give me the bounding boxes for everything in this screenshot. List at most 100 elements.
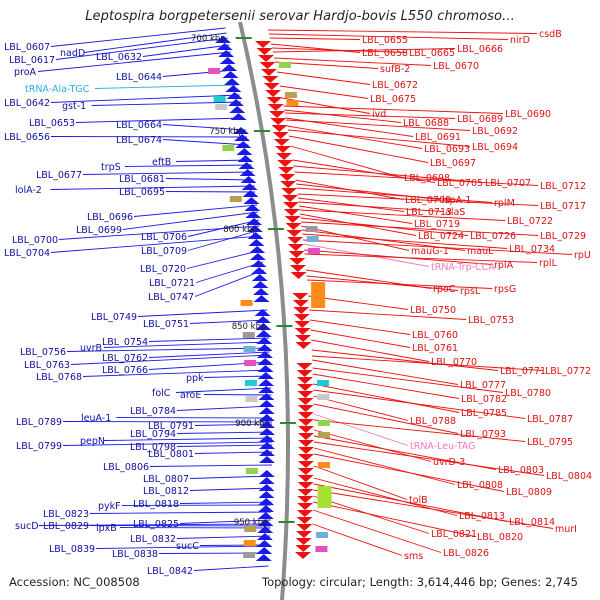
- reverse-gene-arrow: [258, 55, 275, 62]
- forward-gene-arrow: [259, 435, 276, 442]
- gene-label-left: tRNA-Ala-TGC: [25, 84, 90, 95]
- gene-label-left: LBL_0754: [102, 337, 148, 348]
- leader-line: [186, 249, 263, 269]
- reverse-gene-arrow: [292, 300, 309, 307]
- reverse-gene-arrow: [287, 244, 304, 251]
- forward-gene-arrow: [251, 274, 268, 281]
- map-title: Leptospira borgpetersenii serovar Hardjo…: [85, 9, 515, 24]
- gene-label-left: gst-1: [62, 101, 86, 112]
- reverse-gene-arrow: [256, 48, 273, 55]
- leader-line: [303, 243, 430, 267]
- gene-label-right: LBL_0760: [412, 330, 458, 341]
- gene-label-right: LBL_0675: [370, 94, 416, 105]
- feature-block: [317, 462, 330, 468]
- gene-label-left: LBL_0798: [130, 442, 176, 453]
- reverse-gene-arrow: [272, 132, 289, 139]
- gene-label-right: LBL_0697: [430, 158, 476, 169]
- leader-line: [290, 145, 403, 178]
- gene-label-left: LBL_0812: [143, 486, 189, 497]
- gene-label-right: LBL_0753: [468, 315, 514, 326]
- feature-block: [317, 486, 332, 508]
- leader-line: [311, 349, 499, 371]
- reverse-gene-arrow: [277, 160, 294, 167]
- forward-gene-arrow: [254, 316, 271, 323]
- leader-line: [313, 413, 409, 446]
- reverse-gene-arrow: [268, 111, 285, 118]
- forward-gene-arrow: [259, 442, 276, 449]
- leader-line: [179, 501, 272, 504]
- forward-gene-arrow: [256, 547, 273, 554]
- gene-label-right: LBL_0665: [409, 48, 455, 59]
- gene-label-left: trpS: [101, 162, 121, 173]
- leader-line: [175, 387, 272, 393]
- gene-label-left: LBL_0838: [112, 549, 158, 560]
- leader-line: [189, 475, 272, 479]
- kbp-tick-label: 750 kbp: [209, 127, 244, 137]
- leader-line: [50, 235, 261, 253]
- gene-label-left: LBL_0825: [133, 519, 179, 530]
- leader-line: [162, 139, 249, 146]
- gene-label-right: LBL_0691: [415, 132, 461, 143]
- leader-line: [66, 347, 270, 352]
- reverse-gene-arrow: [295, 342, 312, 349]
- reverse-gene-arrow: [295, 545, 312, 552]
- leader-line: [313, 453, 505, 492]
- gene-label-right: LBL_0722: [507, 216, 553, 227]
- gene-label-left: LBL_0799: [16, 441, 62, 452]
- kbp-tick-label: 700 kbp: [191, 34, 226, 44]
- gene-label-right: LBL_0713: [406, 207, 452, 218]
- right-labels: csdB nirD LBL_0655 LBL_0658 LBL_0665 LBL_0666…: [362, 29, 592, 562]
- feature-block: [284, 92, 297, 98]
- gene-label-left: LBL_0696: [87, 212, 133, 223]
- gene-label-left: sucD: [15, 521, 39, 532]
- leader-line: [194, 451, 273, 454]
- gene-label-right: LBL_0666: [457, 44, 503, 55]
- forward-gene-arrow: [258, 407, 275, 414]
- forward-gene-arrow: [250, 260, 267, 267]
- leader-line: [162, 69, 235, 77]
- gene-label-right: LBL_0750: [410, 305, 456, 316]
- forward-gene-arrow: [258, 414, 275, 421]
- feature-block: [243, 540, 256, 546]
- forward-gene-arrow: [256, 344, 273, 351]
- forward-gene-arrow: [249, 246, 266, 253]
- gene-label-left: LBL_0784: [130, 406, 176, 417]
- leader-line: [194, 423, 272, 426]
- leader-line: [286, 119, 471, 131]
- reverse-gene-arrow: [296, 363, 313, 370]
- gene-label-left: LBL_0829: [43, 521, 89, 532]
- reverse-gene-arrow: [278, 167, 295, 174]
- gene-label-left: LBL_0832: [130, 534, 176, 545]
- leader-line: [50, 185, 255, 190]
- forward-gene-arrow: [216, 43, 233, 50]
- gene-label-right: rpsG: [494, 284, 516, 295]
- gene-label-right: mauG-1: [411, 246, 449, 257]
- gene-label-left: LBL_0706: [141, 232, 187, 243]
- reverse-gene-arrow: [295, 335, 312, 342]
- reverse-gene-arrow: [286, 230, 303, 237]
- reverse-gene-arrow: [297, 412, 314, 419]
- feature-block: [306, 236, 319, 242]
- forward-gene-arrow: [222, 71, 239, 78]
- forward-gene-arrow: [223, 78, 240, 85]
- gene-label-right: rpU: [574, 250, 591, 261]
- forward-gene-arrow: [234, 134, 251, 141]
- gene-label-left: LBL_0791: [148, 421, 194, 432]
- reverse-gene-arrow: [294, 552, 311, 559]
- forward-gene-arrow: [256, 351, 273, 358]
- gene-label-left: LBL_0801: [148, 449, 194, 460]
- leader-line: [313, 501, 476, 537]
- gene-label-right: LBL_0693: [424, 144, 470, 155]
- reverse-gene-arrow: [297, 419, 314, 426]
- leader-line: [94, 84, 238, 89]
- leader-line: [269, 37, 361, 40]
- leader-line: [312, 359, 459, 385]
- gene-label-right: LBL_0782: [461, 394, 507, 405]
- leader-line: [103, 341, 270, 348]
- reverse-gene-arrow: [254, 41, 271, 48]
- kbp-tick-label: 850 kbp: [232, 322, 267, 332]
- leader-line: [75, 117, 244, 123]
- feature-block: [244, 360, 257, 366]
- leader-line: [91, 101, 241, 106]
- leader-line: [165, 178, 254, 181]
